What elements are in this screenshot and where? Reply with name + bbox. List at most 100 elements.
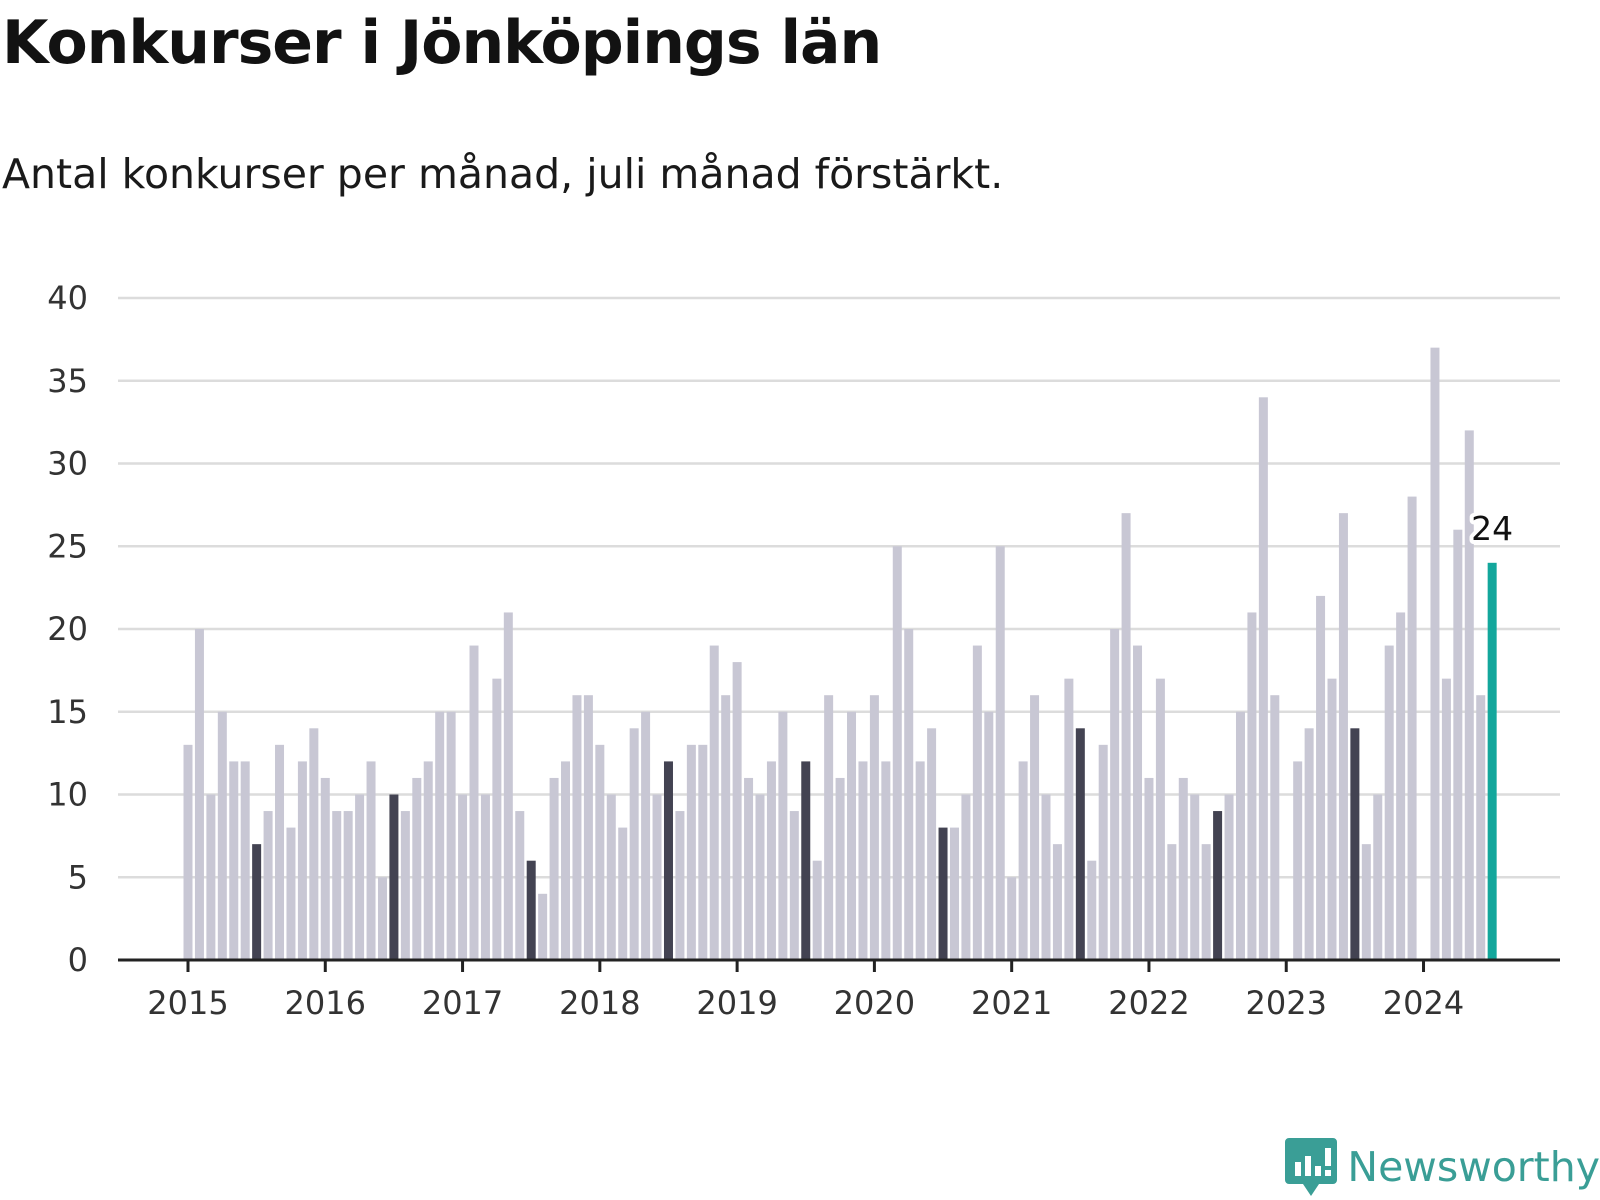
bar <box>492 678 502 960</box>
bar <box>1430 347 1440 960</box>
bar <box>847 711 857 960</box>
x-tick-label: 2021 <box>971 984 1052 1022</box>
bar <box>1167 844 1177 960</box>
bar <box>275 744 285 960</box>
bar <box>1075 728 1085 960</box>
bar <box>1064 678 1074 960</box>
bar <box>1007 877 1017 960</box>
bar <box>1041 794 1051 960</box>
bar <box>183 744 193 960</box>
x-tick-label: 2020 <box>834 984 915 1022</box>
x-tick-label: 2016 <box>285 984 366 1022</box>
y-tick-label: 25 <box>47 527 88 565</box>
y-tick-label: 20 <box>47 610 88 648</box>
bar <box>343 811 353 960</box>
bar <box>892 546 902 960</box>
bar <box>1293 761 1303 960</box>
x-axis <box>118 958 1560 972</box>
bar <box>389 794 399 960</box>
y-tick-label: 5 <box>68 858 88 896</box>
bar <box>332 811 342 960</box>
bar <box>652 794 662 960</box>
bar <box>1316 595 1326 960</box>
bar <box>309 728 319 960</box>
y-tick-label: 40 <box>47 279 88 317</box>
bar <box>686 744 696 960</box>
bar <box>1247 612 1257 960</box>
y-tick-label: 15 <box>47 693 88 731</box>
bar <box>194 629 204 960</box>
bar <box>229 761 239 960</box>
bar <box>263 811 273 960</box>
bar <box>1270 695 1280 960</box>
bar <box>801 761 811 960</box>
bar <box>595 744 605 960</box>
bar <box>1144 777 1154 960</box>
chart-title: Konkurser i Jönköpings län <box>2 8 882 78</box>
bar <box>1190 794 1200 960</box>
bar <box>766 761 776 960</box>
bar <box>1052 844 1062 960</box>
bar <box>618 827 628 960</box>
bar <box>206 794 216 960</box>
chart-subtitle: Antal konkurser per månad, juli månad fö… <box>2 150 1004 198</box>
bar <box>1201 844 1211 960</box>
x-tick-label: 2018 <box>559 984 640 1022</box>
bar <box>423 761 433 960</box>
bar <box>755 794 765 960</box>
bar <box>1487 562 1497 960</box>
brand-logo: Newsworthy <box>1285 1138 1600 1196</box>
bar <box>995 546 1005 960</box>
bar <box>1178 777 1188 960</box>
bar <box>1407 496 1417 960</box>
bar <box>835 777 845 960</box>
y-tick-label: 10 <box>47 776 88 814</box>
y-axis-labels: 0 5 10 15 20 25 30 35 40 <box>47 279 88 979</box>
bar <box>1018 761 1028 960</box>
y-tick-label: 30 <box>47 445 88 483</box>
bar <box>1098 744 1108 960</box>
bar <box>1304 728 1314 960</box>
bar <box>698 744 708 960</box>
bar <box>503 612 513 960</box>
bar <box>1213 811 1223 960</box>
bar <box>1110 629 1120 960</box>
bar <box>366 761 376 960</box>
bar <box>904 629 914 960</box>
bar <box>1464 430 1474 960</box>
bar <box>217 711 227 960</box>
bar <box>663 761 673 960</box>
bar <box>1476 695 1486 960</box>
x-tick-label: 2024 <box>1383 984 1464 1022</box>
bar <box>561 761 571 960</box>
bar <box>480 794 490 960</box>
bar <box>675 811 685 960</box>
bar <box>641 711 651 960</box>
bar <box>297 761 307 960</box>
bar <box>1030 695 1040 960</box>
bar <box>927 728 937 960</box>
bar <box>320 777 330 960</box>
bar <box>240 761 250 960</box>
bar <box>732 662 742 960</box>
bar <box>1338 513 1348 960</box>
bar <box>789 811 799 960</box>
bar <box>1224 794 1234 960</box>
bar <box>778 711 788 960</box>
bar <box>812 860 822 960</box>
bar <box>984 711 994 960</box>
bar <box>377 877 387 960</box>
bar <box>1133 645 1143 960</box>
bar <box>458 794 468 960</box>
bar <box>1235 711 1245 960</box>
latest-value-label: 24 <box>1471 509 1513 548</box>
bar <box>869 695 879 960</box>
brand-name: Newsworthy <box>1347 1143 1600 1191</box>
bar <box>1327 678 1337 960</box>
x-tick-label: 2023 <box>1246 984 1327 1022</box>
bar <box>721 695 731 960</box>
bar <box>881 761 891 960</box>
bar <box>858 761 868 960</box>
bar <box>1361 844 1371 960</box>
